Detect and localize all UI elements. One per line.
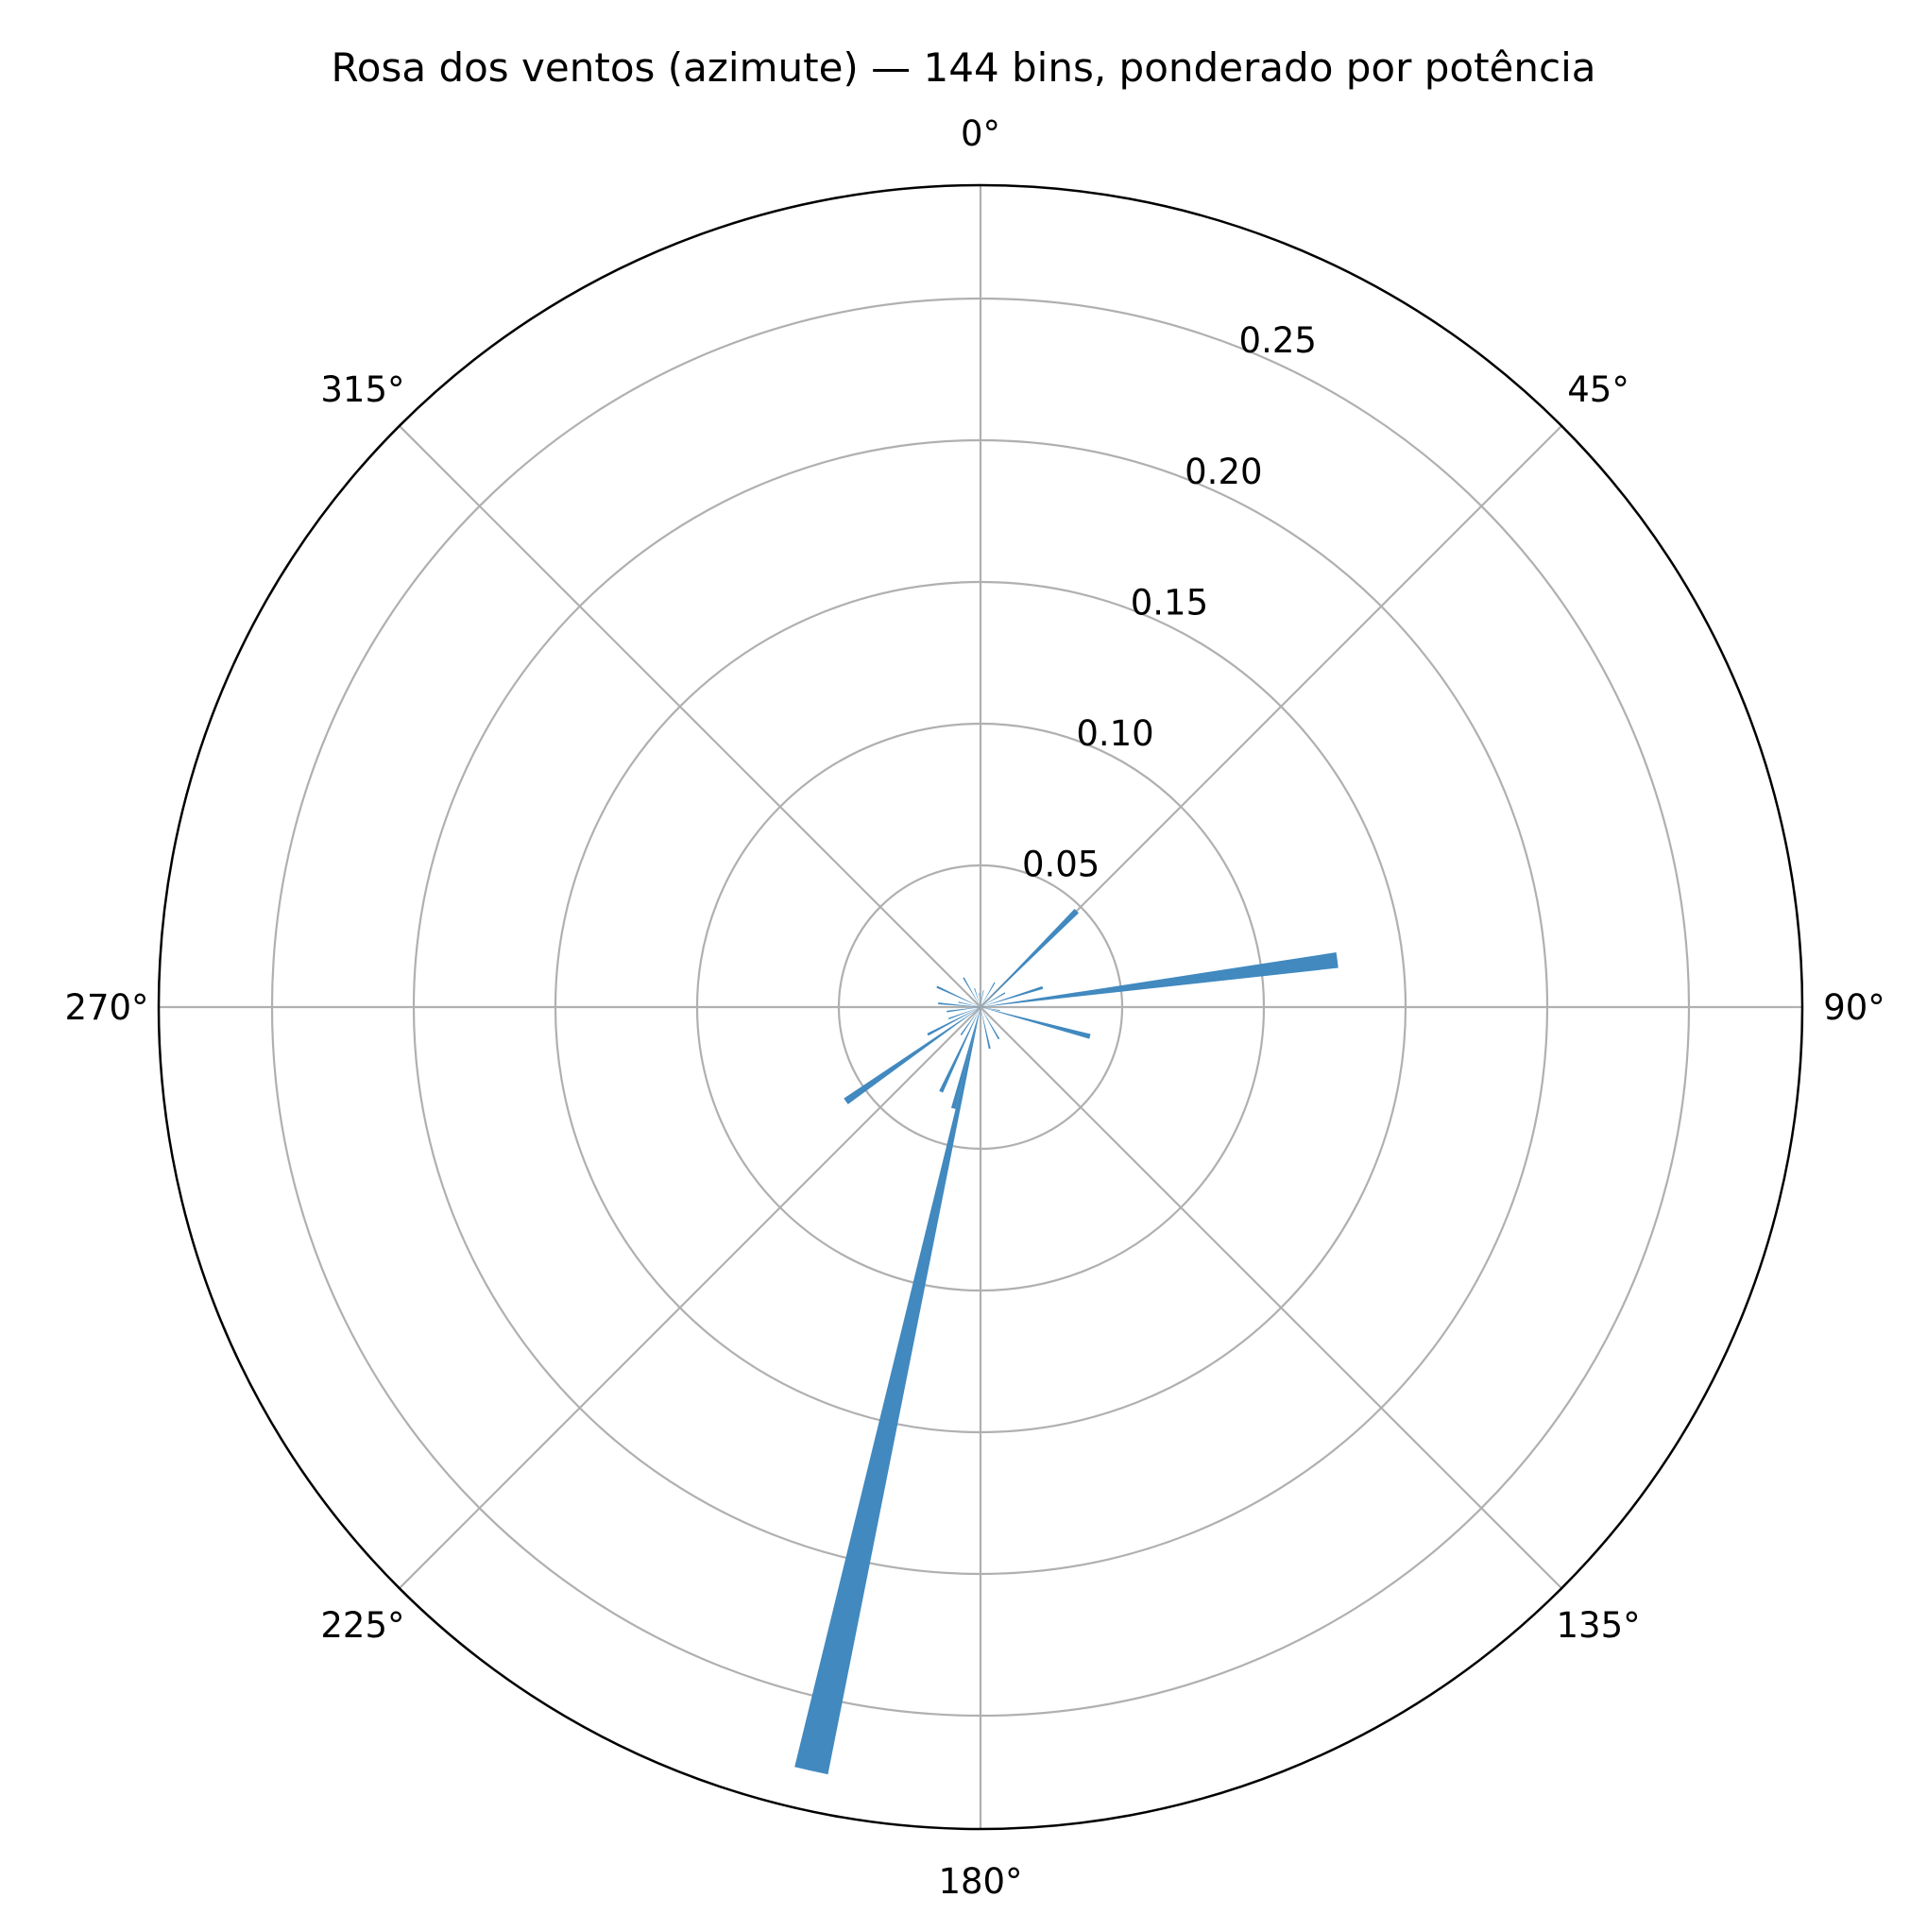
theta-tick-labels: 0° 45° 90° 135° 180° 225° 270° 315° [64, 113, 1884, 1902]
wind-rose-bar [936, 985, 981, 1007]
wind-rose-bar [981, 952, 1339, 1007]
wind-rose-bar [927, 1007, 981, 1036]
theta-tick-label: 225° [320, 1605, 404, 1646]
wind-rose-bar [981, 1007, 991, 1050]
theta-tick-label: 135° [1557, 1605, 1641, 1646]
wind-rose-bar [963, 977, 981, 1007]
theta-grid-line [980, 1006, 1562, 1589]
r-tick-label: 0.05 [1022, 845, 1100, 885]
theta-grid-line [399, 1006, 981, 1589]
wind-rose-bar [981, 1007, 1000, 1012]
theta-grid-line [980, 425, 1562, 1008]
polar-frame [157, 183, 1804, 1831]
wind-rose-bar [939, 1007, 981, 1093]
wind-rose-bar [946, 1007, 981, 1013]
wind-rose-bar [981, 992, 1006, 1007]
theta-grid-line [399, 425, 981, 1008]
wind-rose-bar [981, 982, 996, 1007]
theta-tick-label: 90° [1823, 987, 1885, 1028]
wind-rose-bar [958, 1001, 981, 1007]
wind-rose-bar [844, 1007, 981, 1104]
r-tick-labels: 0.05 0.10 0.15 0.20 0.25 [1022, 320, 1317, 884]
wind-rose-bar [960, 1007, 981, 1035]
wind-rose-bar [981, 990, 984, 1007]
wind-rose-bar [974, 987, 981, 1007]
wind-rose-bar [950, 1007, 981, 1109]
wind-rose-bar [938, 1002, 981, 1007]
wind-rose-bar [981, 908, 1080, 1007]
r-tick-label: 0.20 [1185, 452, 1262, 492]
theta-tick-label: 180° [938, 1861, 1022, 1902]
wind-rose-bar [981, 985, 1044, 1007]
polar-grid [159, 185, 1802, 1829]
theta-tick-label: 270° [64, 987, 148, 1028]
chart-title: Rosa dos ventos (azimute) — 144 bins, po… [331, 44, 1595, 91]
wind-rose-bar [979, 993, 981, 1007]
wind-rose-bar [794, 1007, 981, 1775]
polar-bars [794, 908, 1339, 1775]
r-tick-label: 0.10 [1076, 713, 1153, 754]
theta-tick-label: 0° [961, 113, 1000, 154]
theta-tick-label: 315° [320, 369, 404, 410]
r-tick-label: 0.15 [1131, 582, 1208, 623]
theta-tick-label: 45° [1567, 369, 1629, 410]
wind-rose-bar [947, 1007, 981, 1020]
wind-rose-bar [981, 1007, 1091, 1039]
wind-rose-bar [981, 1007, 1000, 1040]
r-tick-label: 0.25 [1239, 320, 1317, 361]
